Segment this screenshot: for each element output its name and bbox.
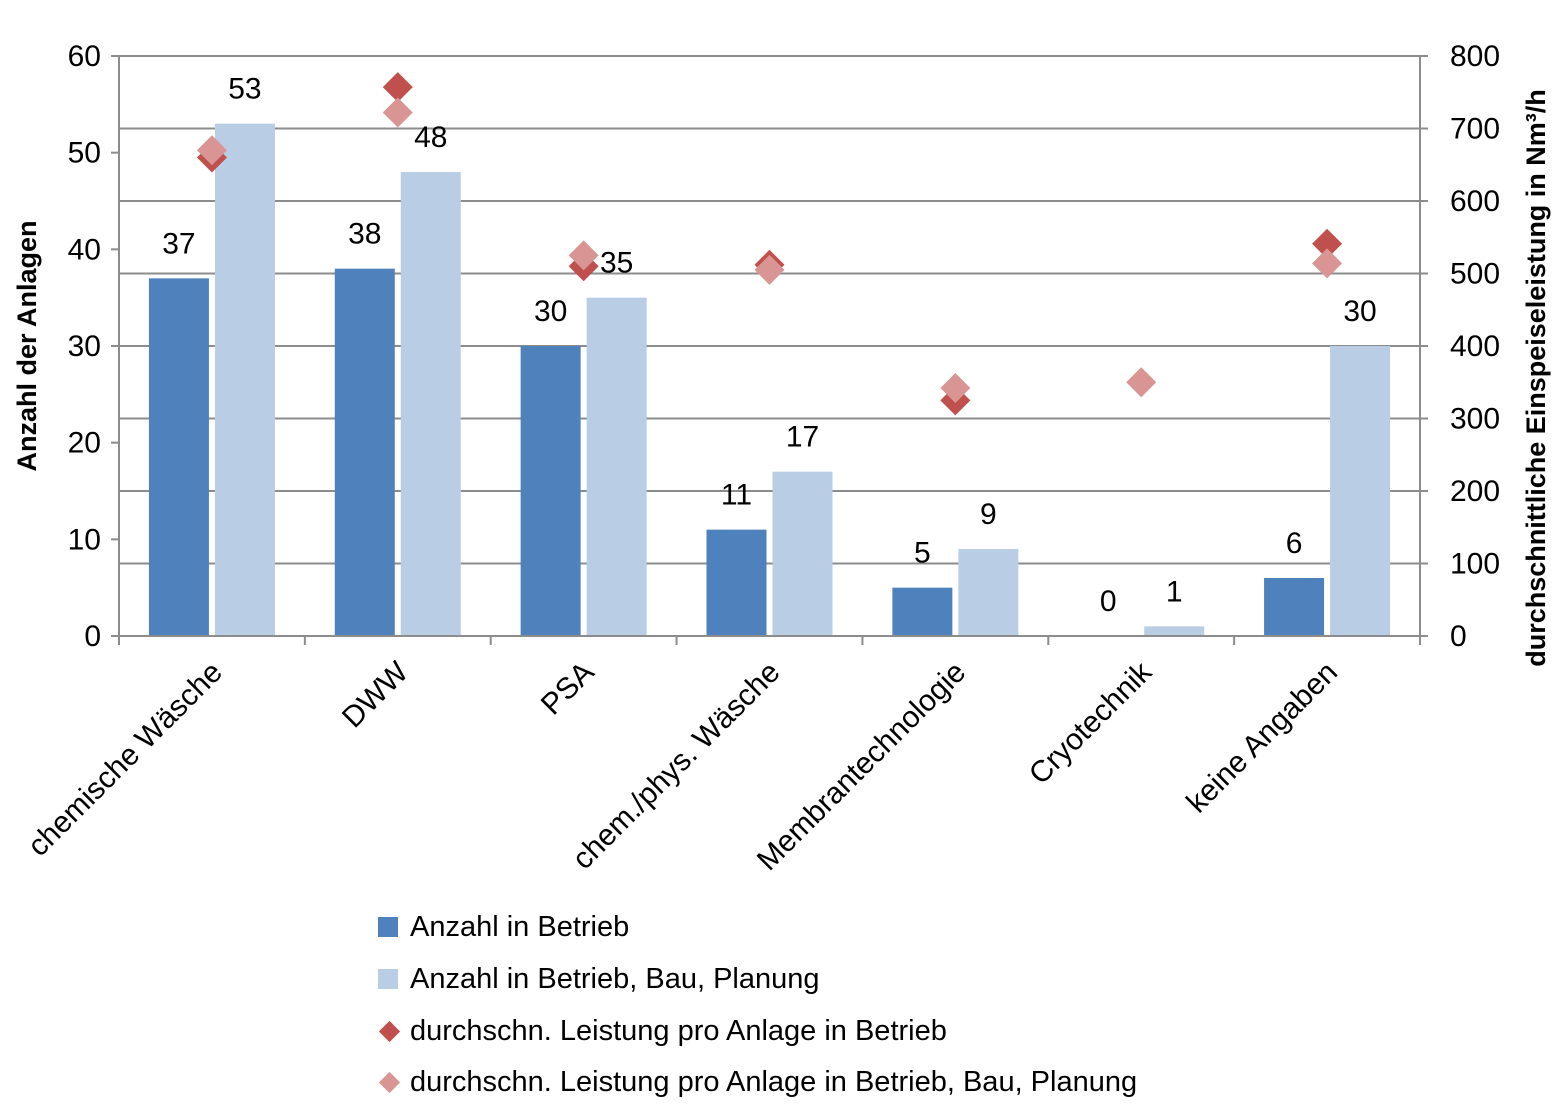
bar [586,297,647,636]
left-axis-ticks: 0 10 20 30 40 50 60 [68,40,119,653]
data-label: 1 [1166,575,1183,608]
category-label: DWW [336,655,415,734]
diamond-marker [382,97,413,128]
data-label: 0 [1100,585,1117,618]
axes [118,56,1421,645]
y-axis-title-right: durchschnittliche Einspeiseleistung in N… [1521,89,1551,667]
legend-label: Anzahl in Betrieb, Bau, Planung [410,963,820,996]
data-label: 38 [348,218,381,251]
diamond-marker [940,373,971,404]
data-label: 17 [786,421,819,454]
bar [148,278,209,636]
diamond-marker [196,135,227,166]
data-label: 9 [980,498,997,531]
data-label: 30 [534,295,567,328]
y-tick-label-right: 100 [1450,548,1500,581]
y-tick-label-left: 10 [68,523,101,556]
data-label: 48 [414,121,447,154]
legend-swatch [378,1020,400,1042]
data-labels: 37 38 30 11 5 0 6 53 48 35 17 9 1 30 [162,73,1377,618]
diamond-marker [1312,248,1343,279]
category-label: PSA [535,656,601,722]
y-tick-label-right: 300 [1450,403,1500,436]
legend-label: Anzahl in Betrieb [410,911,630,944]
y-tick-label-right: 600 [1450,185,1500,218]
diamond-marker [754,254,785,285]
bar [400,172,461,636]
bar [520,346,581,636]
y-tick-label-left: 0 [84,620,101,653]
legend-item-total: Anzahl in Betrieb, Bau, Planung [378,954,1137,1006]
bar [772,471,833,636]
legend-label: durchschn. Leistung pro Anlage in Betrie… [410,1014,947,1047]
y-tick-label-left: 40 [68,233,101,266]
gridlines [119,55,1420,565]
y-tick-label-left: 60 [68,40,101,73]
bar [334,268,395,636]
bar [1264,578,1325,636]
data-label: 11 [721,479,752,512]
category-label: Cryotechnik [1023,655,1159,791]
bar [958,549,1019,636]
diamond-marker [382,72,413,103]
legend-swatch [378,916,398,937]
diamond-marker [1312,228,1343,259]
legend: Anzahl in Betrieb Anzahl in Betrieb, Bau… [378,902,1137,1109]
bar [706,529,767,636]
category-label: chemische Wäsche [22,656,229,863]
legend-swatch [378,968,398,989]
legend-label: durchschn. Leistung pro Anlage in Betrie… [410,1066,1138,1099]
y-axis-title-left: Anzahl der Anlagen [12,220,42,471]
bars [148,123,1391,636]
bar [1144,626,1205,636]
category-label: Membrantechnologie [751,656,972,877]
category-label: chem./phys. Wäsche [566,656,786,876]
legend-square-icon [378,968,400,991]
data-label: 37 [162,227,195,260]
diamond-marker [1126,367,1157,398]
y-tick-label-right: 200 [1450,475,1500,508]
bar [892,587,953,636]
y-tick-label-left: 30 [68,330,101,363]
legend-diamond-icon [378,1020,400,1042]
data-label: 6 [1286,527,1303,560]
y-tick-label-left: 20 [68,427,101,460]
markers [196,72,1343,416]
legend-item-avg-operating: durchschn. Leistung pro Anlage in Betrie… [378,1005,1137,1057]
data-label: 30 [1343,295,1376,328]
y-tick-label-right: 0 [1450,620,1467,653]
y-tick-label-right: 400 [1450,330,1500,363]
legend-item-operating: Anzahl in Betrieb [378,902,1137,954]
data-label: 53 [228,73,261,106]
y-tick-label-left: 50 [68,137,101,170]
y-tick-label-right: 500 [1450,258,1500,291]
y-tick-label-right: 800 [1450,40,1500,73]
diamond-marker [568,240,599,271]
data-label: 5 [914,537,931,570]
legend-square-icon [378,916,400,939]
legend-diamond-icon [378,1072,400,1094]
data-label: 35 [600,247,633,280]
legend-item-avg-total: durchschn. Leistung pro Anlage in Betrie… [378,1057,1137,1109]
bar [214,123,275,636]
category-label: keine Angaben [1180,656,1344,820]
legend-swatch [378,1072,400,1094]
bar [1330,346,1391,636]
right-axis-ticks: 0 100 200 300 400 500 600 700 800 [1420,40,1500,653]
y-tick-label-right: 700 [1450,113,1500,146]
